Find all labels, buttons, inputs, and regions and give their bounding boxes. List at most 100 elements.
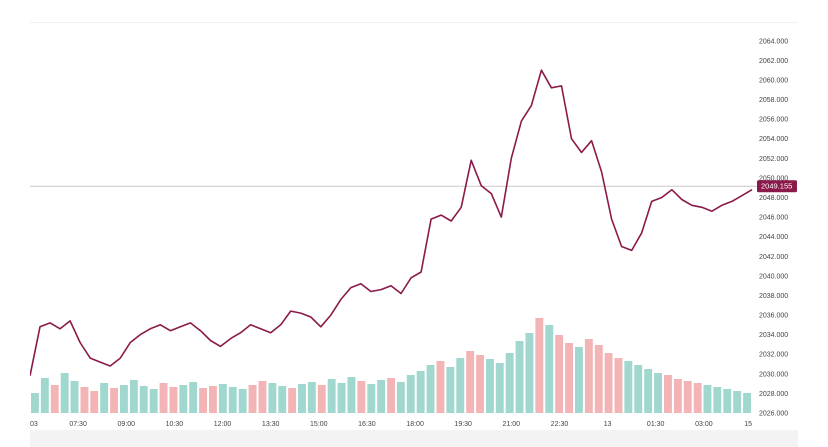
y-tick-label: 2042.000	[759, 254, 788, 261]
volume-bar	[278, 386, 287, 413]
volume-bar	[515, 341, 524, 413]
volume-bar	[100, 383, 109, 413]
y-tick-label: 2040.000	[759, 273, 788, 280]
volume-bar	[683, 381, 692, 413]
volume-bar	[347, 377, 356, 413]
volume-bar	[426, 365, 435, 413]
x-tick-label: 15:00	[310, 421, 328, 428]
x-tick-label: 10:30	[166, 421, 184, 428]
y-tick-label: 2058.000	[759, 97, 788, 104]
volume-bar	[495, 363, 504, 413]
x-tick-label: 15	[744, 421, 752, 428]
volume-bar	[594, 345, 603, 413]
volume-bar	[406, 375, 415, 413]
last-price-tag	[757, 180, 797, 193]
y-tick-label: 2034.000	[759, 332, 788, 339]
volume-bar	[110, 388, 118, 413]
volume-bar	[446, 367, 455, 413]
volume-bar	[327, 379, 336, 413]
x-tick-label: 19:30	[454, 421, 472, 428]
volume-bar	[584, 339, 593, 413]
x-tick-label: 03	[30, 421, 38, 428]
volume-bar	[179, 385, 188, 413]
y-tick-label: 2030.000	[759, 371, 788, 378]
volume-bar	[644, 369, 653, 413]
volume-bar	[673, 379, 682, 413]
volume-bar	[713, 387, 722, 413]
volume-bar	[535, 318, 544, 413]
volume-bar	[159, 383, 168, 413]
volume-bar	[505, 353, 514, 413]
volume-bar	[80, 387, 89, 413]
volume-bar	[545, 325, 554, 413]
y-tick-label: 2036.000	[759, 313, 788, 320]
volume-bar	[199, 388, 207, 413]
volume-bar	[367, 384, 376, 413]
volume-bar	[604, 353, 613, 413]
volume-bar	[258, 381, 267, 413]
volume-bar	[40, 378, 49, 413]
volume-bar	[377, 380, 386, 413]
volume-bar	[120, 385, 128, 413]
y-tick-label: 2060.000	[759, 78, 788, 85]
y-tick-label: 2052.000	[759, 156, 788, 163]
caption-strip	[30, 430, 798, 447]
volume-bar	[218, 384, 227, 413]
y-tick-label: 2064.000	[759, 38, 788, 45]
x-tick-label: 03:00	[695, 421, 713, 428]
volume-bar	[743, 393, 751, 413]
y-tick-label: 2032.000	[759, 352, 788, 359]
volume-bar	[129, 380, 138, 413]
volume-bar	[624, 361, 633, 413]
y-tick-label: 2044.000	[759, 234, 788, 241]
volume-bar	[693, 383, 702, 413]
volume-bar	[723, 389, 732, 413]
volume-bar	[70, 381, 79, 413]
volume-bar	[664, 375, 672, 413]
x-tick-label: 09:00	[118, 421, 136, 428]
volume-bar	[614, 358, 623, 413]
volume-bar	[387, 378, 395, 413]
y-tick-label: 2054.000	[759, 136, 788, 143]
volume-bar	[288, 388, 297, 413]
volume-bar	[169, 387, 178, 413]
volume-bar	[50, 385, 59, 413]
x-tick-label: 16:30	[358, 421, 376, 428]
x-tick-label: 22:30	[551, 421, 569, 428]
volume-bar	[90, 391, 99, 413]
volume-bar	[733, 391, 742, 413]
chart-frame: 2064.000 2062.000 2060.000 2058.000 2056.000…	[30, 22, 798, 431]
y-tick-label: 2048.000	[759, 195, 788, 202]
volume-bar	[139, 386, 148, 413]
volume-bar	[416, 371, 425, 413]
price-series-line	[30, 69, 753, 376]
volume-bar	[238, 389, 247, 413]
volume-bar	[456, 358, 465, 413]
volume-bar	[703, 385, 712, 413]
volume-bar	[209, 386, 217, 413]
volume-bar	[476, 355, 484, 413]
last-price-label: 2049.155	[761, 182, 792, 191]
volume-bar	[565, 343, 573, 413]
volume-bar	[31, 393, 39, 413]
volume-bar	[436, 361, 445, 413]
price-chart[interactable]: 2064.000 2062.000 2060.000 2058.000 2056.000…	[30, 23, 798, 431]
volume-bar	[555, 335, 564, 413]
volume-bar	[268, 383, 277, 413]
volume-bar	[337, 383, 346, 413]
volume-bar	[189, 382, 198, 413]
volume-bar	[486, 359, 494, 413]
y-tick-label: 2046.000	[759, 215, 788, 222]
y-tick-label: 2026.000	[759, 411, 788, 418]
x-tick-label: 07:30	[69, 421, 87, 428]
y-tick-label: 2056.000	[759, 117, 788, 124]
x-tick-label: 18:00	[406, 421, 424, 428]
x-tick-label: 13	[604, 421, 612, 428]
volume-bar	[317, 385, 326, 413]
volume-bar	[525, 333, 534, 413]
volume-bar	[248, 385, 257, 413]
volume-bar	[298, 384, 306, 413]
volume-bar	[466, 351, 475, 413]
volume-bar	[634, 365, 643, 413]
volume-bar	[654, 373, 662, 413]
